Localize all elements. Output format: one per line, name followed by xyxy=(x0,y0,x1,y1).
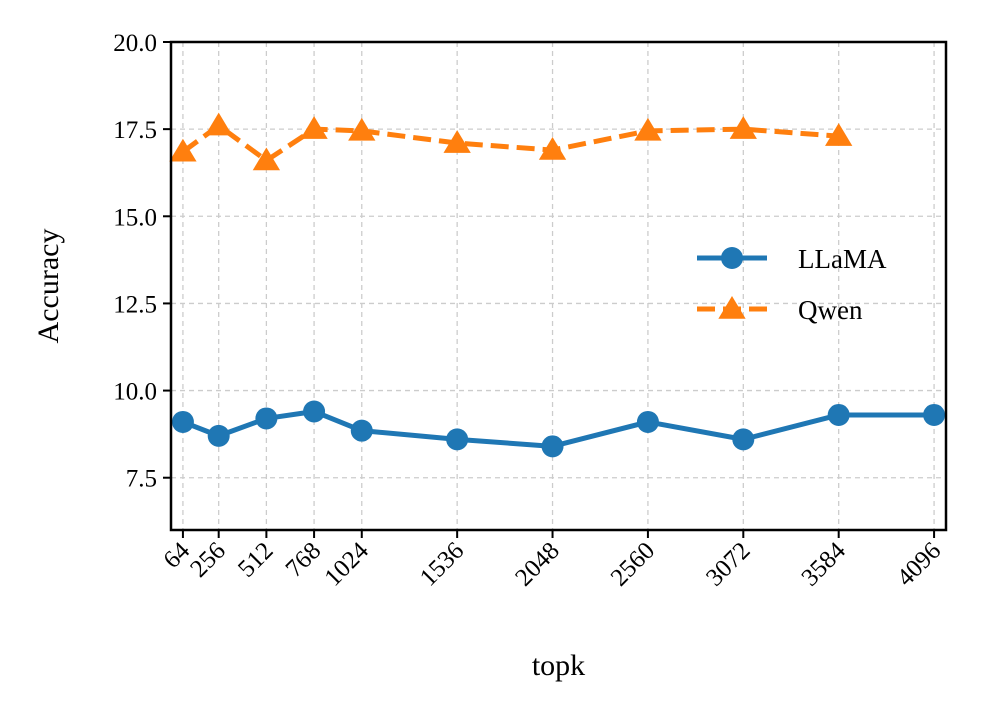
plot-frame xyxy=(169,40,948,532)
y-tick-label: 12.5 xyxy=(113,291,157,318)
x-tick-label: 1536 xyxy=(415,537,469,591)
x-tick-label: 768 xyxy=(281,537,327,583)
y-tick-label: 20.0 xyxy=(113,30,157,57)
data-point xyxy=(303,400,326,423)
legend-marker-qwen xyxy=(718,296,746,319)
series-layer xyxy=(169,112,946,458)
legend-label-qwen: Qwen xyxy=(798,295,863,325)
data-point xyxy=(350,419,373,442)
x-tick-label: 2560 xyxy=(606,537,660,591)
data-point xyxy=(255,407,278,430)
y-axis-title: Accuracy xyxy=(32,229,65,344)
data-point xyxy=(205,112,233,136)
data-point xyxy=(827,403,850,426)
x-tick-label: 3584 xyxy=(796,537,851,592)
data-point xyxy=(732,428,755,451)
x-tick-label: 256 xyxy=(185,537,231,583)
series-llama xyxy=(171,400,946,458)
legend: LLaMA Qwen xyxy=(697,244,887,325)
data-point xyxy=(446,428,469,451)
x-tick-label: 1024 xyxy=(320,537,375,592)
data-point xyxy=(252,147,281,171)
data-point xyxy=(348,117,376,141)
legend-label-llama: LLaMA xyxy=(798,244,887,274)
x-tick-label: 512 xyxy=(233,537,279,583)
data-point xyxy=(729,116,757,139)
legend-entry-llama: LLaMA xyxy=(697,244,887,274)
y-tick-label: 15.0 xyxy=(113,204,157,231)
x-tick-label: 2048 xyxy=(510,537,564,591)
legend-marker-llama xyxy=(721,247,743,269)
series-qwen xyxy=(169,112,853,171)
data-point xyxy=(634,117,662,141)
data-point xyxy=(541,435,564,458)
y-tick-label: 10.0 xyxy=(113,379,157,406)
data-point xyxy=(825,123,853,146)
data-point xyxy=(300,116,328,139)
x-tick-label: 3072 xyxy=(701,537,755,591)
y-tick-label: 17.5 xyxy=(113,117,157,144)
x-axis-title: topk xyxy=(532,649,585,682)
y-tick-label: 7.5 xyxy=(126,466,157,493)
data-point xyxy=(171,410,194,433)
data-point xyxy=(443,130,471,153)
data-point xyxy=(207,424,230,447)
grid-lines xyxy=(171,41,946,530)
data-point xyxy=(538,137,567,160)
y-axis: 7.5 10.0 12.5 15.0 17.5 20.0 xyxy=(113,30,171,493)
legend-entry-qwen: Qwen xyxy=(697,295,863,325)
x-tick-label: 4096 xyxy=(892,537,946,591)
data-point xyxy=(923,403,946,426)
data-point xyxy=(636,410,659,433)
data-point xyxy=(169,138,197,162)
